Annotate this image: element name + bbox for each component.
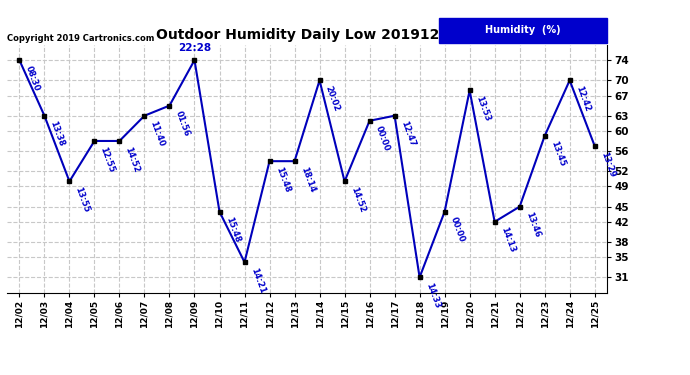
Text: 15:48: 15:48 [274, 165, 291, 194]
Text: 14:33: 14:33 [424, 282, 442, 310]
Text: 01:56: 01:56 [174, 110, 191, 138]
Text: 00:00: 00:00 [374, 125, 391, 153]
Text: 18:14: 18:14 [299, 165, 316, 194]
Text: 13:45: 13:45 [549, 140, 566, 168]
Text: 13:55: 13:55 [74, 186, 91, 214]
Text: Copyright 2019 Cartronics.com: Copyright 2019 Cartronics.com [7, 33, 155, 42]
Text: 00:00: 00:00 [448, 216, 466, 244]
Text: 12:55: 12:55 [99, 145, 116, 174]
Text: 22:28: 22:28 [178, 43, 211, 53]
Title: Outdoor Humidity Daily Low 20191226: Outdoor Humidity Daily Low 20191226 [156, 28, 458, 42]
Text: 20:02: 20:02 [324, 84, 342, 112]
Text: 13:53: 13:53 [474, 94, 491, 123]
Bar [439, 18, 607, 42]
Text: 12:42: 12:42 [574, 84, 591, 113]
Text: Humidity  (%): Humidity (%) [485, 25, 561, 35]
Text: 11:40: 11:40 [148, 120, 166, 148]
Text: 08:30: 08:30 [23, 64, 41, 92]
Text: 12:47: 12:47 [399, 120, 416, 148]
Text: 15:48: 15:48 [224, 216, 241, 244]
Text: 13:29: 13:29 [599, 150, 616, 178]
Text: 13:46: 13:46 [524, 211, 542, 239]
Text: 14:52: 14:52 [124, 145, 141, 174]
Text: 13:38: 13:38 [48, 120, 66, 148]
Text: 14:13: 14:13 [499, 226, 516, 254]
Text: 14:52: 14:52 [348, 186, 366, 214]
Text: 14:21: 14:21 [248, 266, 266, 295]
